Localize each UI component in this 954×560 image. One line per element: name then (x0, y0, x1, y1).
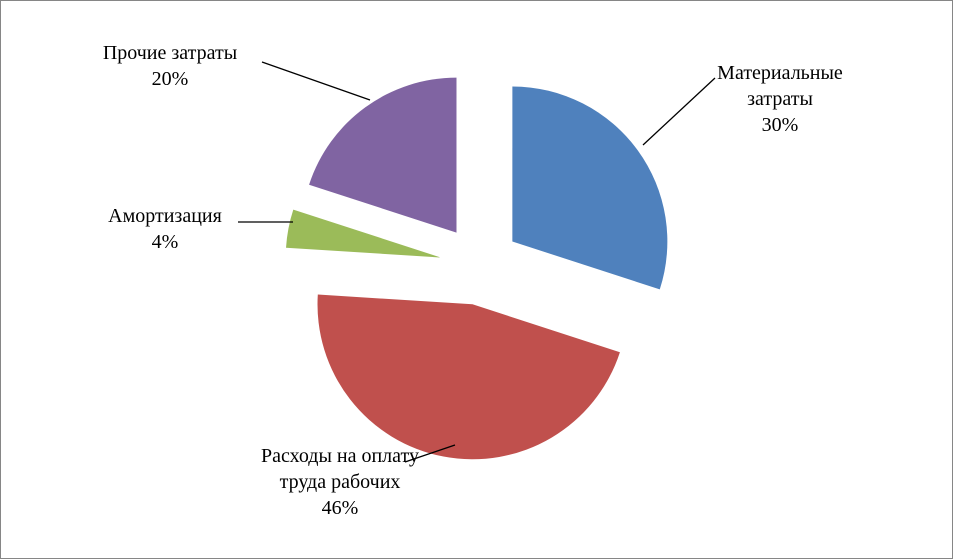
leader-line (642, 77, 716, 146)
value-label: 46% (321, 497, 359, 519)
value-label: 4% (151, 231, 179, 253)
leader-line (261, 61, 371, 101)
pie-slice (286, 209, 441, 258)
data-label: Материальные затраты 30% (695, 60, 865, 138)
leader-line (404, 444, 456, 463)
data-label: Амортизация 4% (80, 203, 250, 255)
category-label: Прочие затраты (102, 42, 238, 64)
category-label: Амортизация (108, 205, 222, 227)
category-label: Материальные затраты (717, 62, 843, 110)
value-label: 30% (761, 114, 799, 136)
pie-slice (309, 77, 457, 233)
data-label: Прочие затраты 20% (70, 40, 270, 92)
value-label: 20% (151, 68, 189, 90)
pie-slice (512, 86, 668, 290)
pie-slice (317, 294, 620, 460)
data-label: Расходы на оплату труда рабочих 46% (255, 443, 425, 521)
category-label: Расходы на оплату труда рабочих (261, 445, 419, 493)
